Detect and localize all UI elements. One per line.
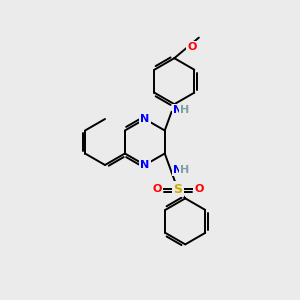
Text: N: N bbox=[173, 105, 182, 115]
Text: O: O bbox=[188, 42, 197, 52]
Text: H: H bbox=[180, 105, 189, 115]
Text: N: N bbox=[173, 165, 182, 175]
Text: N: N bbox=[140, 114, 149, 124]
Text: N: N bbox=[140, 160, 149, 170]
Text: O: O bbox=[152, 184, 161, 194]
Text: H: H bbox=[180, 165, 189, 175]
Text: S: S bbox=[173, 183, 182, 196]
Text: O: O bbox=[194, 184, 203, 194]
